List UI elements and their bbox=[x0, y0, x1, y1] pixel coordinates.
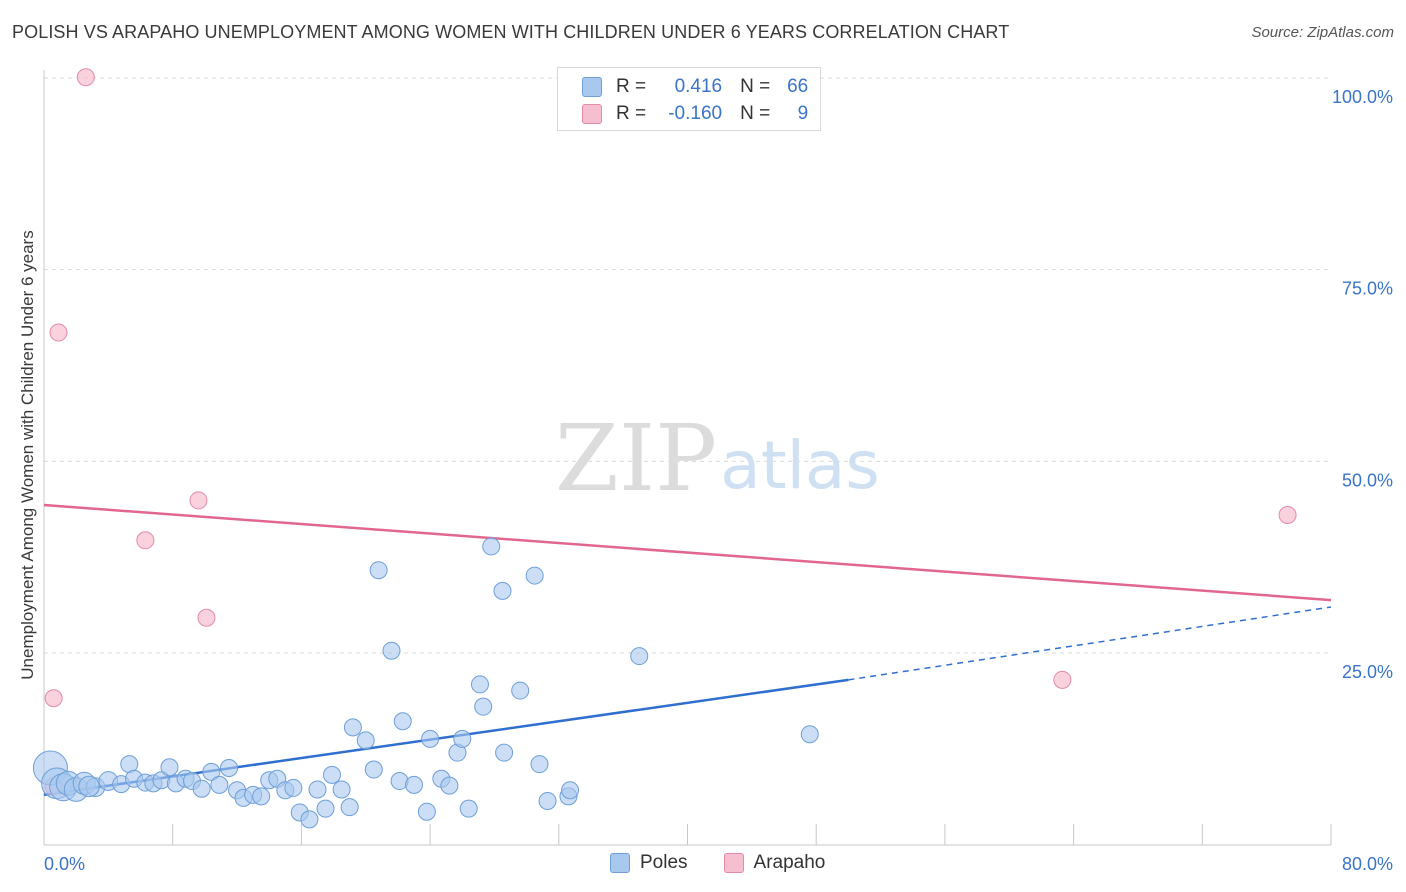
arapaho-point bbox=[1053, 670, 1072, 689]
arapaho-point bbox=[76, 68, 95, 87]
watermark-zip: ZIP bbox=[555, 405, 717, 512]
poles-point bbox=[332, 780, 351, 799]
arapaho-point bbox=[49, 323, 68, 342]
arapaho-legend-label: Arapaho bbox=[753, 852, 826, 873]
poles-point bbox=[300, 810, 319, 829]
poles-point bbox=[340, 798, 359, 817]
arapaho-point bbox=[136, 531, 155, 550]
arapaho-trend-line bbox=[43, 503, 1332, 602]
poles-point bbox=[343, 718, 362, 737]
poles-point bbox=[220, 759, 239, 777]
arapaho-swatch bbox=[582, 104, 602, 124]
watermark: ZIP atlas bbox=[555, 405, 880, 512]
chart-title: POLISH VS ARAPAHO UNEMPLOYMENT AMONG WOM… bbox=[12, 22, 1010, 42]
series-legend: Poles Arapaho bbox=[610, 852, 825, 874]
arapaho-point bbox=[197, 608, 216, 627]
poles-point bbox=[453, 729, 472, 748]
poles-swatch bbox=[582, 77, 602, 97]
poles-point bbox=[316, 799, 335, 818]
y-tick-label: 100.0% bbox=[1332, 87, 1393, 107]
data-points bbox=[32, 68, 1297, 829]
poles-point bbox=[561, 781, 580, 800]
poles-point bbox=[284, 778, 303, 797]
poles-point bbox=[322, 765, 341, 784]
legend-n-value: 66 bbox=[787, 76, 809, 97]
poles-point bbox=[630, 647, 649, 666]
legend-n-value: 9 bbox=[797, 103, 809, 124]
poles-point bbox=[252, 787, 271, 806]
legend-r-label: R = bbox=[616, 76, 647, 97]
legend-row-arapaho: R = -0.160 N = 9 bbox=[582, 101, 808, 127]
poles-legend-swatch bbox=[610, 853, 630, 873]
poles-point bbox=[495, 743, 514, 762]
x-tick-label: 80.0% bbox=[1342, 854, 1393, 874]
x-tick-label: 0.0% bbox=[44, 854, 85, 874]
poles-legend-label: Poles bbox=[640, 852, 688, 873]
legend-r-value: -0.160 bbox=[668, 103, 723, 124]
poles-point bbox=[393, 712, 412, 731]
legend-r-label: R = bbox=[616, 103, 647, 124]
poles-point bbox=[525, 566, 544, 585]
y-tick-label: 25.0% bbox=[1342, 662, 1393, 682]
arapaho-point bbox=[44, 689, 63, 708]
axes bbox=[43, 70, 1332, 846]
poles-point bbox=[800, 725, 819, 744]
arapaho-point bbox=[189, 491, 208, 510]
grid-lines bbox=[44, 77, 1331, 654]
trend-lines bbox=[43, 503, 1332, 797]
watermark-atlas: atlas bbox=[720, 427, 880, 504]
poles-point bbox=[511, 681, 530, 700]
poles-point bbox=[382, 641, 401, 660]
y-tick-label: 50.0% bbox=[1342, 470, 1393, 490]
poles-trend-extension bbox=[848, 606, 1332, 681]
poles-point bbox=[530, 755, 549, 774]
poles-point bbox=[405, 775, 424, 794]
source-note: Source: ZipAtlas.com bbox=[1251, 24, 1394, 41]
poles-point bbox=[482, 537, 501, 556]
poles-point bbox=[364, 760, 383, 779]
poles-point bbox=[421, 729, 440, 748]
poles-point bbox=[160, 758, 179, 777]
poles-point bbox=[356, 731, 375, 750]
legend-n-label: N = bbox=[740, 103, 771, 124]
tick-labels: 25.0% 50.0% 75.0% 100.0% 0.0% 80.0% bbox=[44, 87, 1393, 874]
legend-n-label: N = bbox=[740, 76, 771, 97]
poles-point bbox=[417, 802, 436, 821]
poles-point bbox=[192, 779, 211, 798]
poles-point bbox=[470, 675, 489, 694]
poles-point bbox=[210, 775, 229, 794]
poles-point bbox=[78, 775, 100, 798]
arapaho-legend-swatch bbox=[723, 853, 744, 873]
poles-point bbox=[538, 791, 557, 810]
poles-point bbox=[202, 762, 221, 781]
poles-point bbox=[493, 581, 512, 600]
legend-r-value: 0.416 bbox=[674, 76, 723, 97]
poles-point bbox=[308, 780, 327, 799]
y-tick-label: 75.0% bbox=[1342, 279, 1393, 299]
poles-point bbox=[440, 776, 459, 795]
correlation-legend: R = 0.416 N = 66 R = -0.160 N = 9 bbox=[557, 67, 821, 131]
poles-point bbox=[369, 561, 388, 580]
legend-row-poles: R = 0.416 N = 66 bbox=[582, 74, 808, 100]
arapaho-point bbox=[1278, 506, 1297, 524]
poles-point bbox=[459, 799, 478, 818]
poles-point bbox=[474, 697, 493, 716]
